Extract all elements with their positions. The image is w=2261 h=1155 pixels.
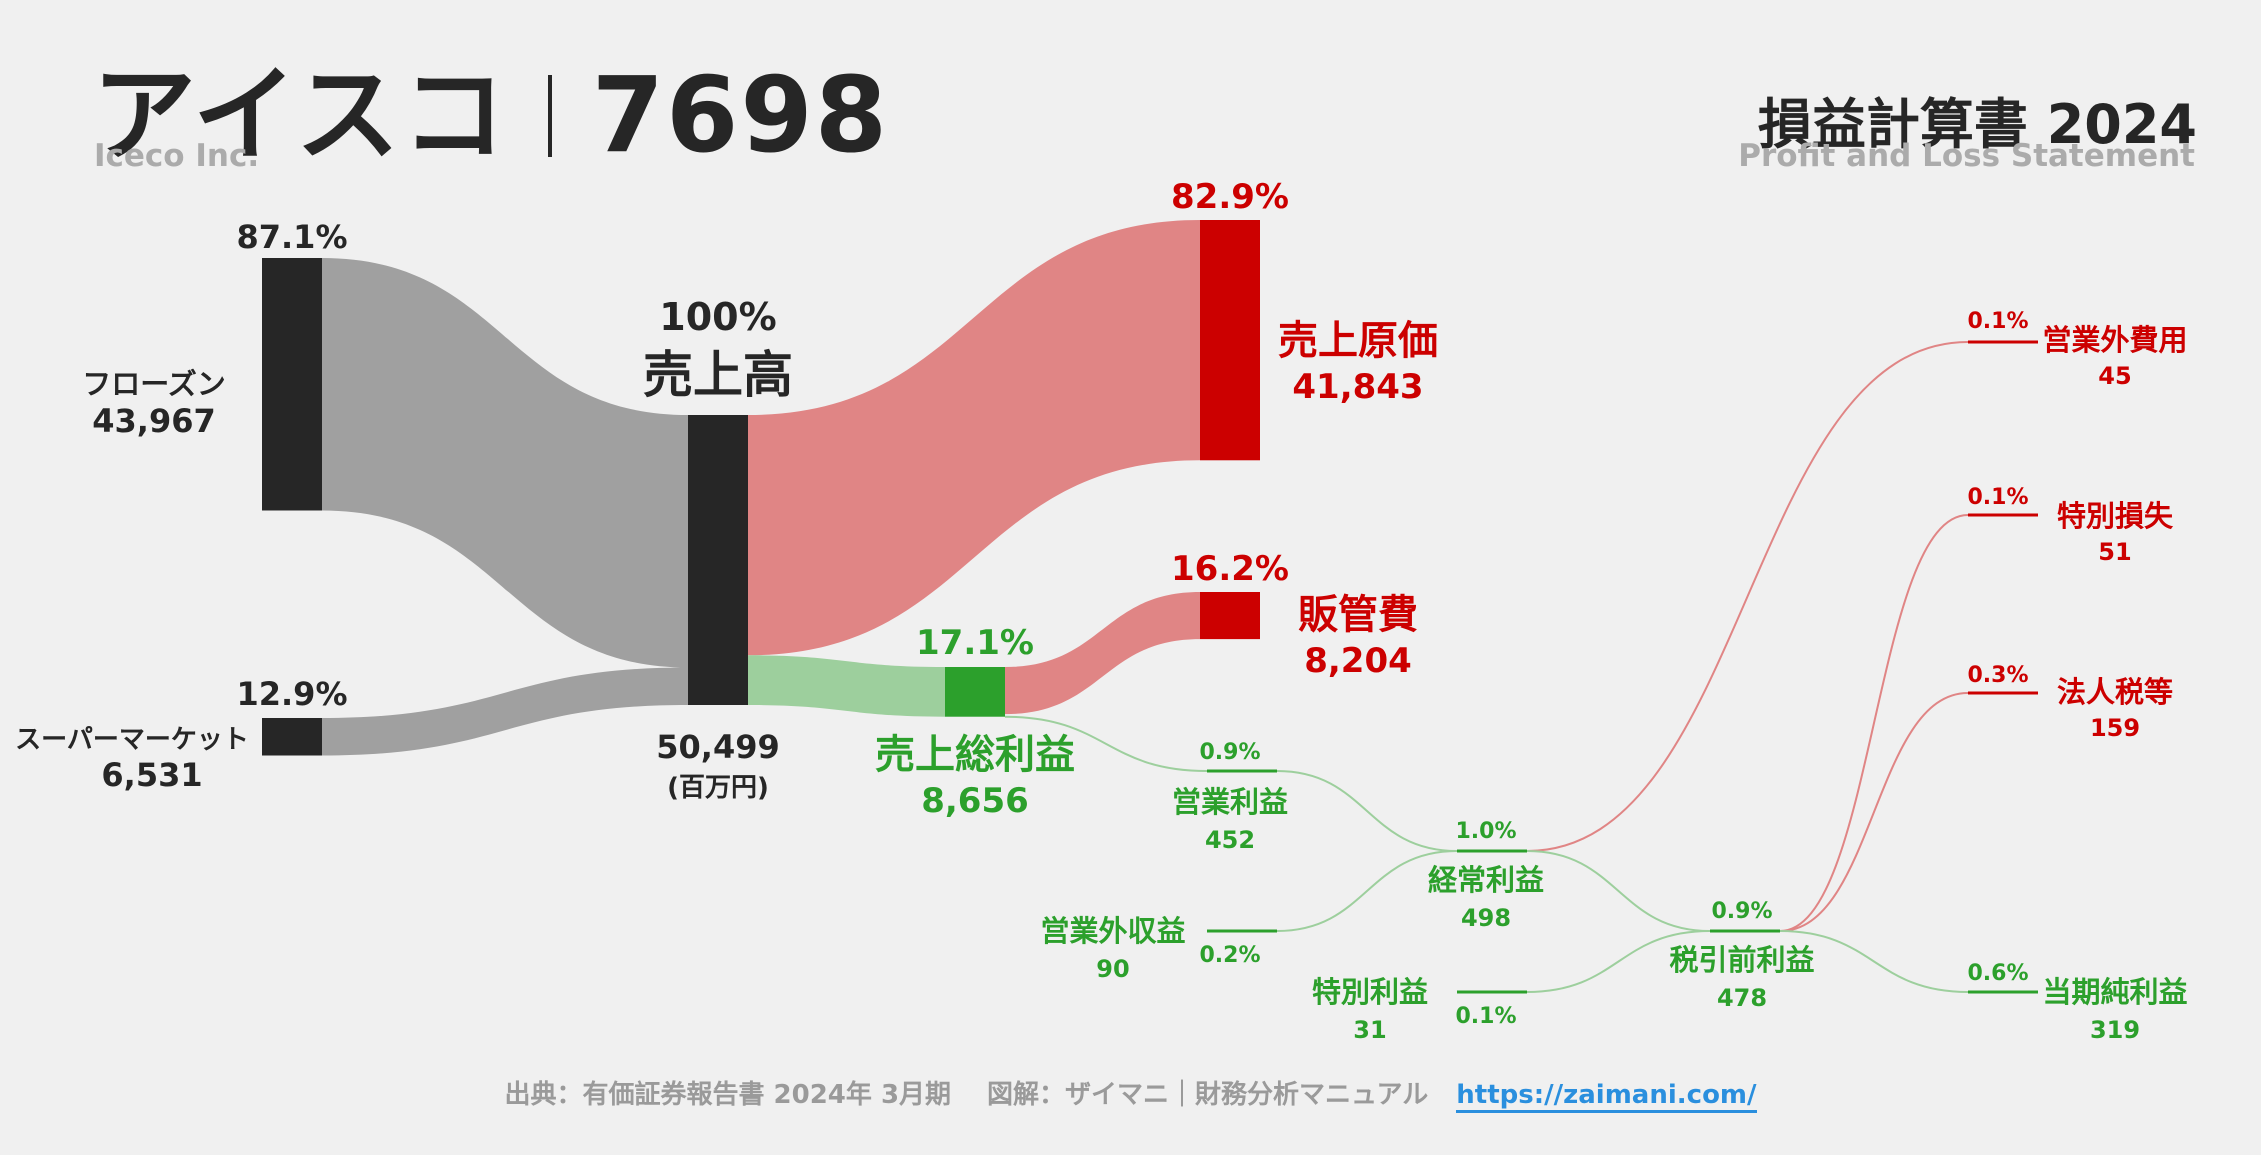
cogs-pct: 82.9% (1171, 177, 1289, 217)
nonopinc-value: 90 (1096, 955, 1129, 983)
flow-ordinary-pretax (1526, 850, 1711, 932)
flow-extgain-pretax (1526, 930, 1711, 993)
flow-gross-sga (1005, 592, 1200, 715)
flow-frozen-revenue (322, 258, 688, 668)
nonopexp-value: 45 (2098, 362, 2131, 390)
cogs-label: 売上原価 (1278, 318, 1438, 364)
gross-pct: 17.1% (916, 623, 1034, 663)
stock-code: 7698 (591, 54, 890, 176)
revenue-pct: 100% (659, 295, 776, 339)
ordinary-label: 経常利益 (1428, 863, 1544, 897)
pretax-value: 478 (1717, 984, 1767, 1012)
flow-revenue-gross (748, 655, 945, 717)
node-frozen (262, 258, 322, 511)
super-value: 6,531 (101, 756, 202, 794)
net-label: 当期純利益 (2042, 975, 2187, 1009)
flow-nonopinc-ordinary (1276, 850, 1458, 932)
extloss-value: 51 (2098, 538, 2131, 566)
frozen-pct: 87.1% (236, 218, 347, 256)
tax-label: 法人税等 (2057, 675, 2173, 709)
footer: 出典：有価証券報告書 2024年 3月期 図解：ザイマニ｜財務分析マニュアル htt… (0, 1074, 2261, 1113)
node-super (262, 718, 322, 756)
super-label: スーパーマーケット (15, 725, 249, 755)
node-cogs (1200, 220, 1260, 461)
opinc-label: 営業利益 (1172, 785, 1288, 819)
net-pct: 0.6% (1967, 961, 2028, 986)
sga-value: 8,204 (1304, 641, 1412, 681)
extgain-value: 31 (1353, 1016, 1386, 1044)
revenue-value: 50,499 (656, 728, 779, 766)
statement-title: 損益計算書 2024 (1757, 93, 2197, 156)
unit-label: (百万円) (667, 773, 769, 803)
gross-label: 売上総利益 (875, 732, 1075, 778)
company-name-en: Iceco Inc. (94, 138, 260, 174)
flow-revenue-cogs (748, 220, 1200, 656)
extgain-label: 特別利益 (1312, 975, 1428, 1009)
pretax-label: 税引前利益 (1669, 943, 1814, 977)
flow-opinc-ordinary (1276, 770, 1458, 852)
source-note: 出典：有価証券報告書 2024年 3月期 (504, 1080, 952, 1110)
cogs-value: 41,843 (1292, 367, 1423, 407)
node-sga (1200, 592, 1260, 640)
flow-pretax-extloss (1779, 514, 1969, 932)
frozen-value: 43,967 (92, 402, 215, 440)
page-title: アイスコ 7698 (92, 30, 889, 181)
extloss-label: 特別損失 (2057, 499, 2174, 533)
ordinary-value: 498 (1461, 904, 1511, 932)
opinc-value: 452 (1205, 826, 1255, 854)
extgain-pct: 0.1% (1455, 1004, 1516, 1029)
ordinary-pct: 1.0% (1455, 819, 1516, 844)
extloss-pct: 0.1% (1967, 485, 2028, 510)
net-value: 319 (2090, 1016, 2140, 1044)
flow-super-revenue (322, 667, 688, 756)
tax-value: 159 (2090, 714, 2140, 742)
credit-note: 図解：ザイマニ｜財務分析マニュアル (987, 1080, 1429, 1110)
tax-pct: 0.3% (1967, 663, 2028, 688)
nonopexp-pct: 0.1% (1967, 309, 2028, 334)
opinc-pct: 0.9% (1199, 740, 1260, 765)
flow-ordinary-nonopexp (1526, 341, 1969, 852)
gross-value: 8,656 (921, 781, 1029, 821)
node-revenue (688, 415, 748, 705)
flow-gross-opinc (1004, 715, 1208, 772)
nonopinc-label: 営業外収益 (1040, 914, 1185, 948)
sga-pct: 16.2% (1171, 549, 1289, 589)
statement-title-en: Profit and Loss Statement (1738, 138, 2195, 174)
frozen-label: フローズン (82, 367, 226, 401)
title-divider (547, 75, 552, 157)
node-gross (945, 667, 1005, 717)
super-pct: 12.9% (236, 675, 347, 713)
company-name: アイスコ (92, 54, 508, 176)
flow-pretax-tax (1779, 692, 1969, 932)
sga-label: 販管費 (1298, 592, 1418, 638)
nonopinc-pct: 0.2% (1199, 943, 1260, 968)
flow-pretax-net (1779, 930, 1969, 993)
nonopexp-label: 営業外費用 (2042, 323, 2187, 357)
pretax-pct: 0.9% (1711, 899, 1772, 924)
site-link[interactable]: https://zaimani.com/ (1456, 1080, 1757, 1113)
revenue-label: 売上高 (643, 346, 793, 404)
